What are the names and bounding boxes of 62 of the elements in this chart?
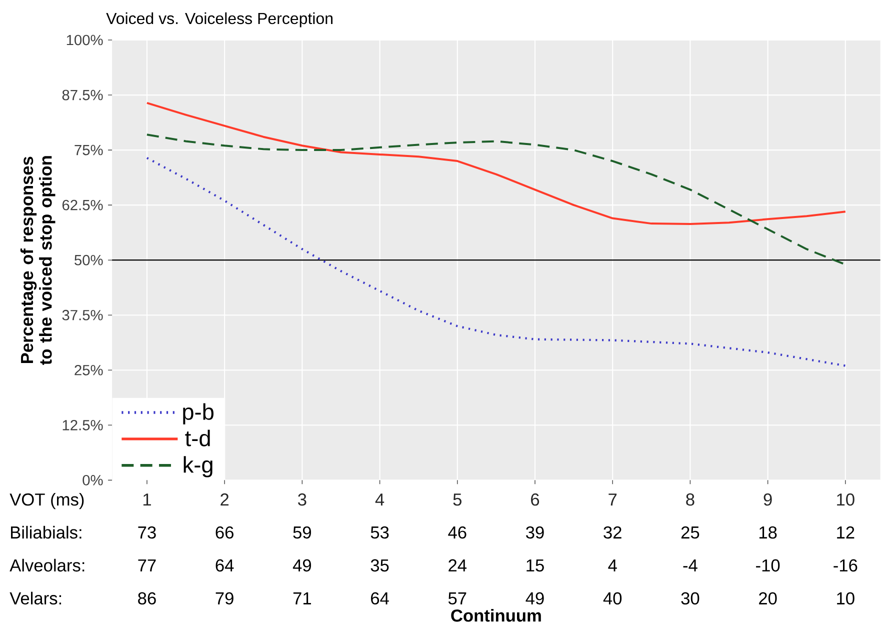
text: 53 [370,526,389,539]
chart-title: Voiced vs. Voiceless Perception [106,12,332,28]
x-tick-label: 1 [143,494,151,506]
text: 77 [138,560,156,572]
text: 35 [370,559,389,572]
x-tick-label: 3 [298,493,306,506]
text: 25 [681,526,700,539]
legend-label: k-g [184,456,212,478]
x-tick-label: 4 [375,494,384,506]
text: VOT (ms) [10,492,84,510]
text: Continuum [451,609,541,622]
x-tick-label: 7 [608,494,617,506]
y-tick-label: 75% [74,144,103,156]
y-axis-title: Percentage of responses to the voiced stop option [20,156,56,365]
text: 57 [448,592,466,605]
text: 15 [526,560,544,572]
x-tick-label: 9 [764,493,772,506]
text: 32 [604,526,622,539]
text: -16 [834,559,858,572]
text: 12 [837,526,854,539]
y-tick-label: 37.5% [62,310,103,320]
y-tick-label: 50% [74,254,103,266]
text: 64 [216,559,234,572]
text: Velars: [10,592,62,605]
text: 86 [138,592,156,605]
text: 64 [371,592,389,605]
x-tick-label: 8 [686,493,694,506]
line-series [146,156,846,367]
text: 18 [759,526,777,539]
text: -10 [756,559,780,572]
text: 66 [216,526,234,539]
text: 49 [292,559,311,572]
text: 59 [293,526,311,539]
text: 39 [526,526,544,539]
text: 71 [293,592,311,604]
y-tick-label: 100% [66,34,103,46]
x-tick-label: 2 [220,493,229,506]
text: 79 [216,592,234,605]
x-tick-label: 10 [837,493,854,506]
legend-label: t-d [185,430,210,446]
text: Biliabials: [11,526,82,539]
y-tick-label: 25% [74,365,103,376]
text: 40 [603,592,622,605]
y-tick-label: 0% [82,475,103,486]
text: -4 [683,560,698,572]
text: 10 [837,592,854,605]
x-tick-label: 5 [453,494,462,506]
text: 24 [448,559,467,572]
x-tick-label: 6 [531,493,540,506]
text: 46 [448,526,466,539]
line-series [146,134,846,266]
text: 73 [138,526,156,539]
line-series [146,102,846,226]
text: 49 [526,592,544,605]
text: 4 [608,560,617,572]
y-tick-label: 12.5% [62,420,103,430]
text: Alveolars: [10,558,84,572]
legend-label: p-b [183,403,214,424]
text: 20 [759,592,777,605]
text: 30 [681,592,700,605]
y-tick-label: 87.5% [62,90,103,100]
y-tick-label: 62.5% [62,200,103,210]
